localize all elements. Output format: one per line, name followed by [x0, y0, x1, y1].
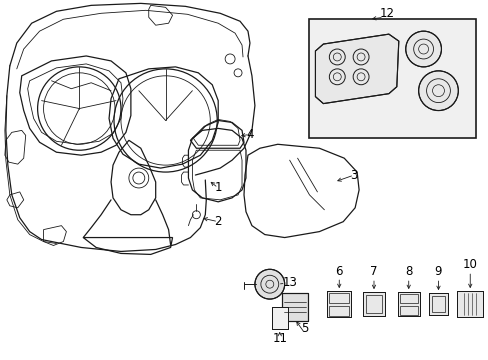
Bar: [366, 295, 381, 313]
Bar: [328, 293, 348, 303]
Polygon shape: [315, 34, 398, 104]
Circle shape: [405, 31, 441, 67]
Bar: [310, 20, 474, 137]
Bar: [399, 294, 417, 303]
Bar: [271, 307, 287, 329]
Bar: [431, 296, 445, 312]
Text: 3: 3: [350, 168, 357, 181]
Bar: [271, 307, 287, 329]
Bar: [328, 306, 348, 316]
Bar: [309, 19, 475, 138]
Polygon shape: [281, 293, 307, 321]
Text: 6: 6: [335, 265, 342, 278]
Polygon shape: [326, 291, 350, 317]
Polygon shape: [456, 291, 482, 317]
Text: 8: 8: [404, 265, 411, 278]
Polygon shape: [397, 292, 419, 316]
Circle shape: [254, 269, 284, 299]
Text: 12: 12: [379, 7, 394, 20]
Text: 5: 5: [300, 322, 307, 336]
Text: 1: 1: [214, 181, 222, 194]
Bar: [399, 306, 417, 315]
Text: 7: 7: [369, 265, 377, 278]
Text: 11: 11: [272, 332, 286, 345]
Text: 10: 10: [462, 258, 477, 271]
Polygon shape: [362, 292, 384, 316]
Circle shape: [418, 71, 457, 111]
Text: 9: 9: [434, 265, 441, 278]
Polygon shape: [427, 293, 447, 315]
Text: 4: 4: [245, 128, 253, 141]
Text: 13: 13: [282, 276, 297, 289]
Text: 2: 2: [214, 215, 222, 228]
